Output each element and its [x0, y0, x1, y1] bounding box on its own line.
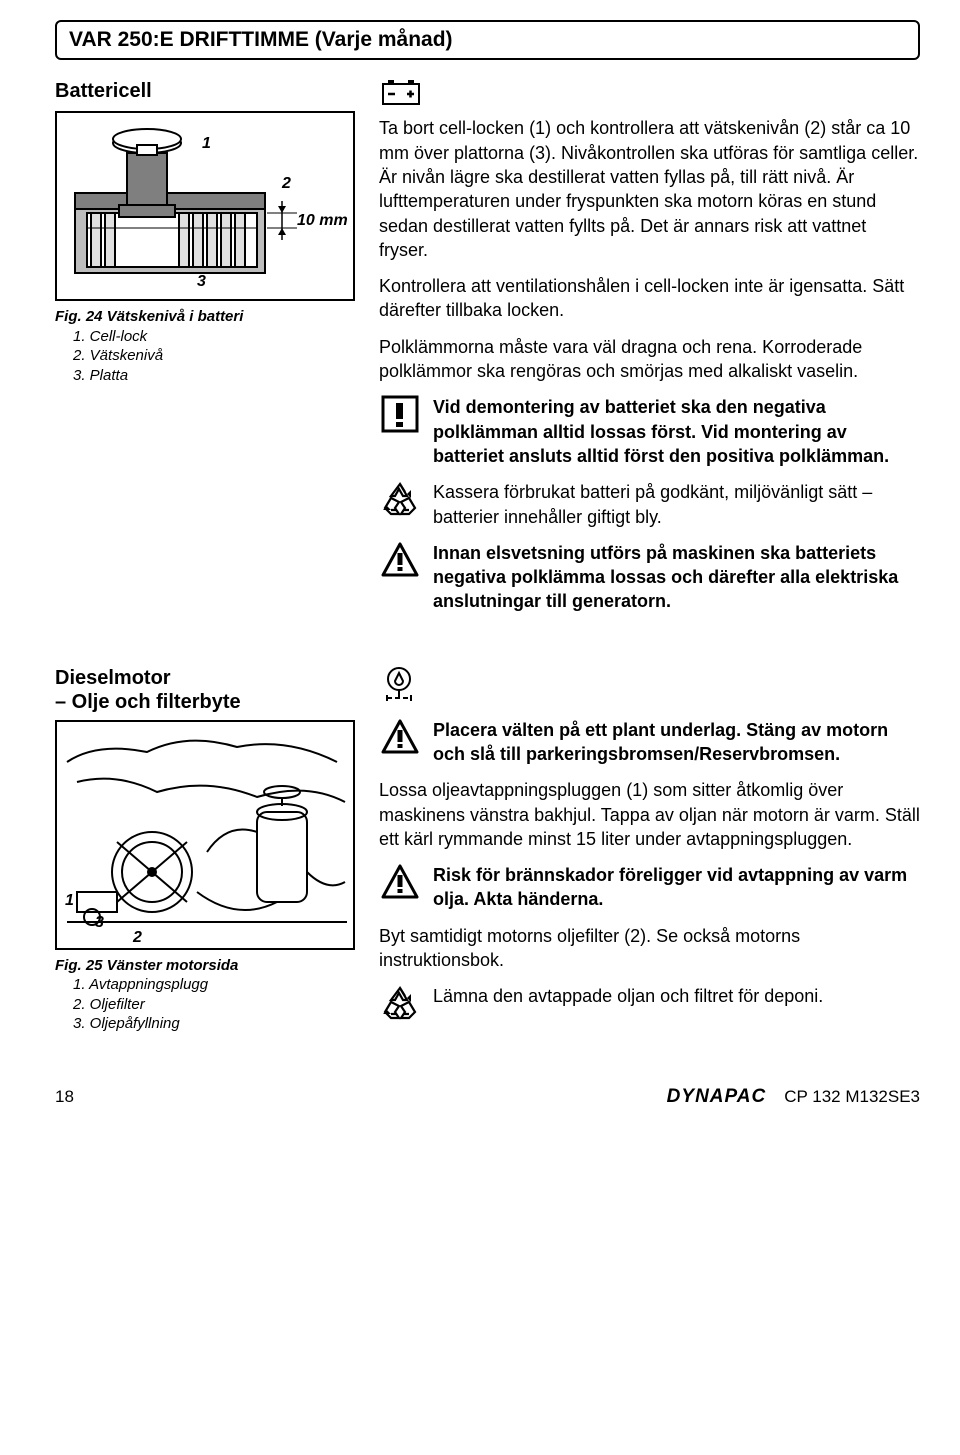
fig25-callout-3: 3	[95, 912, 104, 934]
section-a-caution1: Innan elsvetsning utförs på maskinen ska…	[433, 541, 920, 614]
brand-logo: DYNAPAC	[667, 1084, 767, 1110]
doc-id: CP 132 M132SE3	[784, 1086, 920, 1109]
section-b-para1: Lossa oljeavtappningspluggen (1) som sit…	[379, 778, 920, 851]
recycle-icon	[381, 984, 419, 1022]
fig25-callout-1: 1	[65, 890, 74, 912]
caution-triangle-icon	[381, 541, 419, 579]
section-b-heading-l2: – Olje och filterbyte	[55, 690, 355, 714]
section-b-caution1: Placera välten på ett plant underlag. St…	[433, 718, 920, 767]
section-a-recycle1: Kassera förbrukat batteri på godkänt, mi…	[433, 480, 920, 529]
section-b-para2: Byt samtidigt motorns oljefilter (2). Se…	[379, 924, 920, 973]
caution-triangle-icon	[381, 863, 419, 901]
fig24-callout-1: 1	[202, 133, 211, 155]
page-number: 18	[55, 1086, 74, 1109]
section-a-para3: Polklämmorna måste vara väl dragna och r…	[379, 335, 920, 384]
exclaim-box-icon	[381, 395, 419, 433]
section-b-caution2: Risk för brännskador föreligger vid avta…	[433, 863, 920, 912]
section-b-recycle1: Lämna den avtappade oljan och filtret fö…	[433, 984, 920, 1008]
section-b-heading-l1: Dieselmotor	[55, 666, 355, 690]
figure-24-caption: Fig. 24 Vätskenivå i batteri 1. Cell-loc…	[55, 307, 355, 385]
fig24-callout-3: 3	[197, 271, 206, 293]
page-footer: 18 DYNAPAC CP 132 M132SE3	[0, 1054, 960, 1130]
section-a-heading: Battericell	[55, 78, 152, 105]
figure-24: 1 2 3 10 mm	[55, 111, 355, 301]
figure-25-caption: Fig. 25 Vänster motorsida 1. Avtappnings…	[55, 956, 355, 1034]
page-title: VAR 250:E DRIFTTIMME (Varje månad)	[55, 20, 920, 60]
recycle-icon	[381, 480, 419, 518]
section-a-warn1: Vid demontering av batteriet ska den neg…	[433, 395, 920, 468]
fig24-callout-2: 2	[282, 173, 291, 195]
section-a-para1: Ta bort cell-locken (1) och kontrollera …	[379, 116, 920, 262]
fig24-dim-label: 10 mm	[297, 210, 348, 232]
oil-icon	[379, 666, 419, 704]
battery-icon	[379, 76, 423, 106]
fig25-callout-2: 2	[133, 927, 142, 949]
caution-triangle-icon	[381, 718, 419, 756]
figure-25: 1 2 3	[55, 720, 355, 950]
section-a-para2: Kontrollera att ventilationshålen i cell…	[379, 274, 920, 323]
